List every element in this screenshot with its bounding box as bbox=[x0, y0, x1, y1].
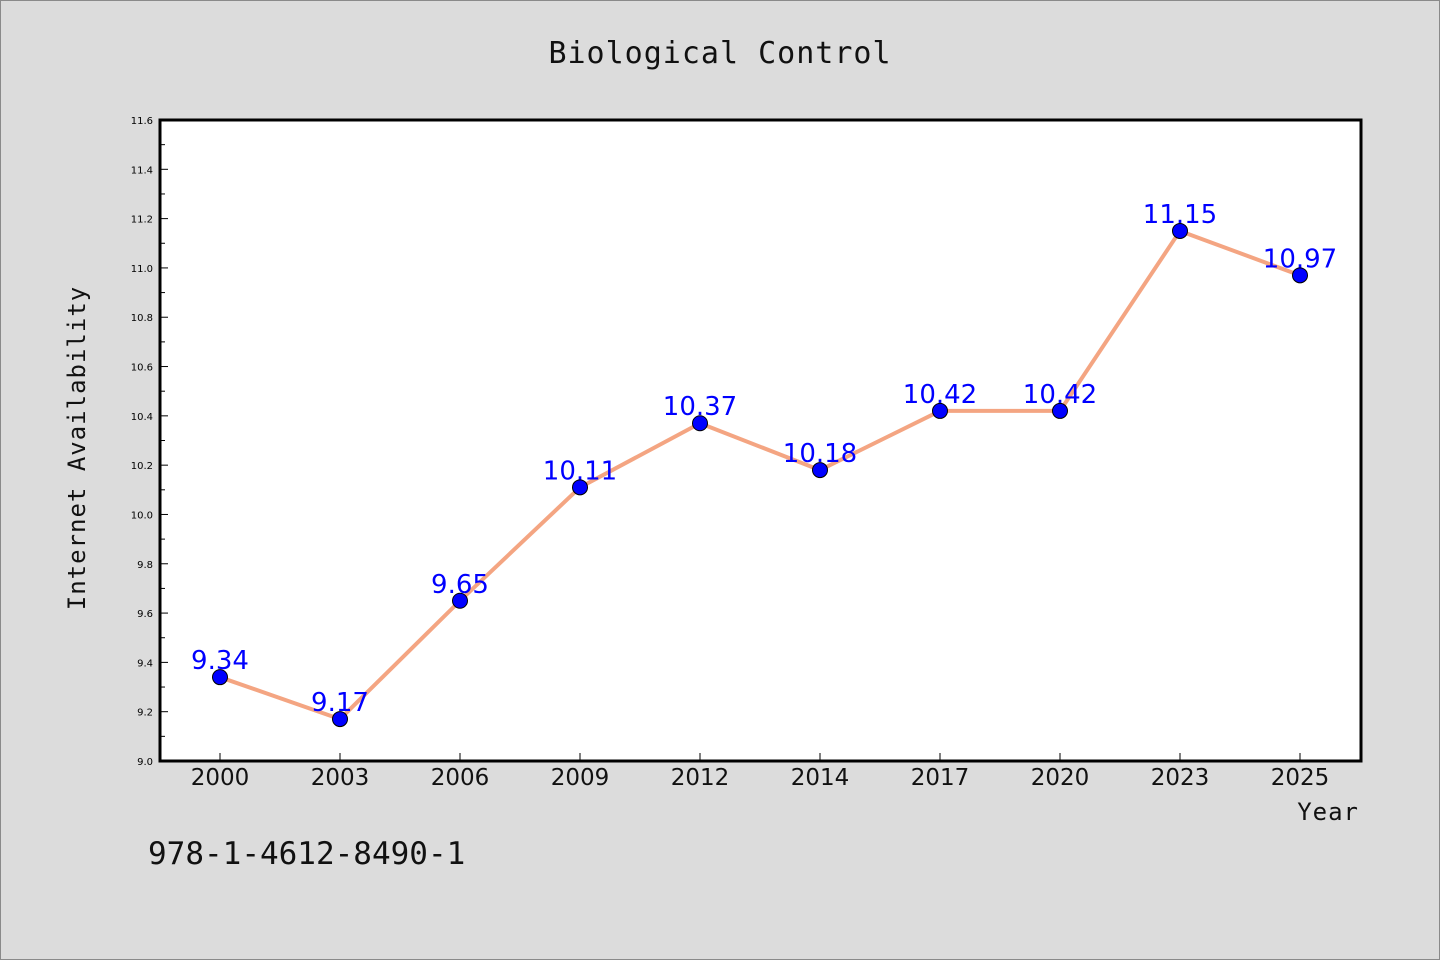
data-point bbox=[1052, 402, 1068, 419]
y-axis: 9.0 9.2 9.4 9.6 9.8 10.0 10.2 10.4 10.6 10.8 11.0 1… bbox=[131, 116, 168, 768]
data-label: 10.18 bbox=[783, 439, 857, 469]
chart-title: Biological Control bbox=[548, 36, 891, 71]
data-label: 11.15 bbox=[1143, 200, 1217, 230]
data-point bbox=[212, 669, 228, 686]
data-point bbox=[932, 402, 948, 419]
y-tick-label: 10.4 bbox=[131, 412, 153, 423]
x-axis: 2000 2003 2006 2009 2012 2014 2017 2020 2023 2025 bbox=[191, 753, 1330, 791]
y-tick-label: 10.8 bbox=[131, 313, 153, 324]
data-point bbox=[1292, 267, 1308, 284]
data-label: 9.65 bbox=[431, 570, 489, 600]
y-tick-label: 9.6 bbox=[137, 609, 153, 620]
x-tick-label: 2017 bbox=[911, 765, 970, 791]
y-tick-label: 10.0 bbox=[131, 510, 153, 521]
x-tick-label: 2023 bbox=[1151, 765, 1210, 791]
data-point bbox=[812, 462, 828, 479]
series-line bbox=[219, 228, 1301, 722]
data-label: 10.11 bbox=[543, 456, 617, 486]
x-tick-label: 2025 bbox=[1271, 765, 1330, 791]
data-series: 9.34 9.17 9.65 10.11 10.37 10.18 10.42 10.42 11.… bbox=[191, 200, 1337, 728]
data-point bbox=[332, 711, 348, 728]
isbn-text: 978-1-4612-8490-1 bbox=[148, 836, 465, 872]
data-label: 10.42 bbox=[903, 380, 977, 410]
y-tick-label: 9.4 bbox=[137, 658, 153, 669]
y-tick-label: 10.6 bbox=[131, 363, 153, 374]
x-tick-label: 2020 bbox=[1031, 765, 1090, 791]
plot-area bbox=[160, 120, 1361, 761]
x-tick-label: 2012 bbox=[671, 765, 730, 791]
data-label: 9.17 bbox=[311, 688, 369, 718]
y-tick-label: 10.2 bbox=[131, 461, 153, 472]
y-tick-label: 11.2 bbox=[131, 215, 153, 226]
y-tick-label: 11.4 bbox=[131, 165, 153, 176]
x-tick-label: 2009 bbox=[551, 765, 610, 791]
data-point bbox=[1172, 222, 1188, 239]
x-tick-label: 2003 bbox=[311, 765, 370, 791]
y-tick-label: 9.2 bbox=[137, 708, 153, 719]
x-tick-label: 2014 bbox=[791, 765, 850, 791]
data-label: 9.34 bbox=[191, 646, 249, 676]
data-label: 10.37 bbox=[663, 392, 737, 422]
plot-border bbox=[158, 118, 1363, 763]
x-tick-label: 2006 bbox=[431, 765, 490, 791]
data-point bbox=[452, 592, 468, 609]
y-axis-title: Internet Availability bbox=[63, 286, 91, 610]
y-tick-label: 9.0 bbox=[137, 757, 153, 768]
y-tick-label: 9.8 bbox=[137, 560, 153, 571]
data-point bbox=[692, 415, 708, 432]
data-label: 10.97 bbox=[1263, 244, 1337, 274]
x-tick-label: 2000 bbox=[191, 765, 250, 791]
y-tick-label: 11.0 bbox=[131, 264, 153, 275]
data-point bbox=[572, 479, 588, 496]
y-tick-label: 11.6 bbox=[131, 116, 153, 127]
data-label: 10.42 bbox=[1023, 380, 1097, 410]
x-axis-title: Year bbox=[1297, 798, 1359, 826]
